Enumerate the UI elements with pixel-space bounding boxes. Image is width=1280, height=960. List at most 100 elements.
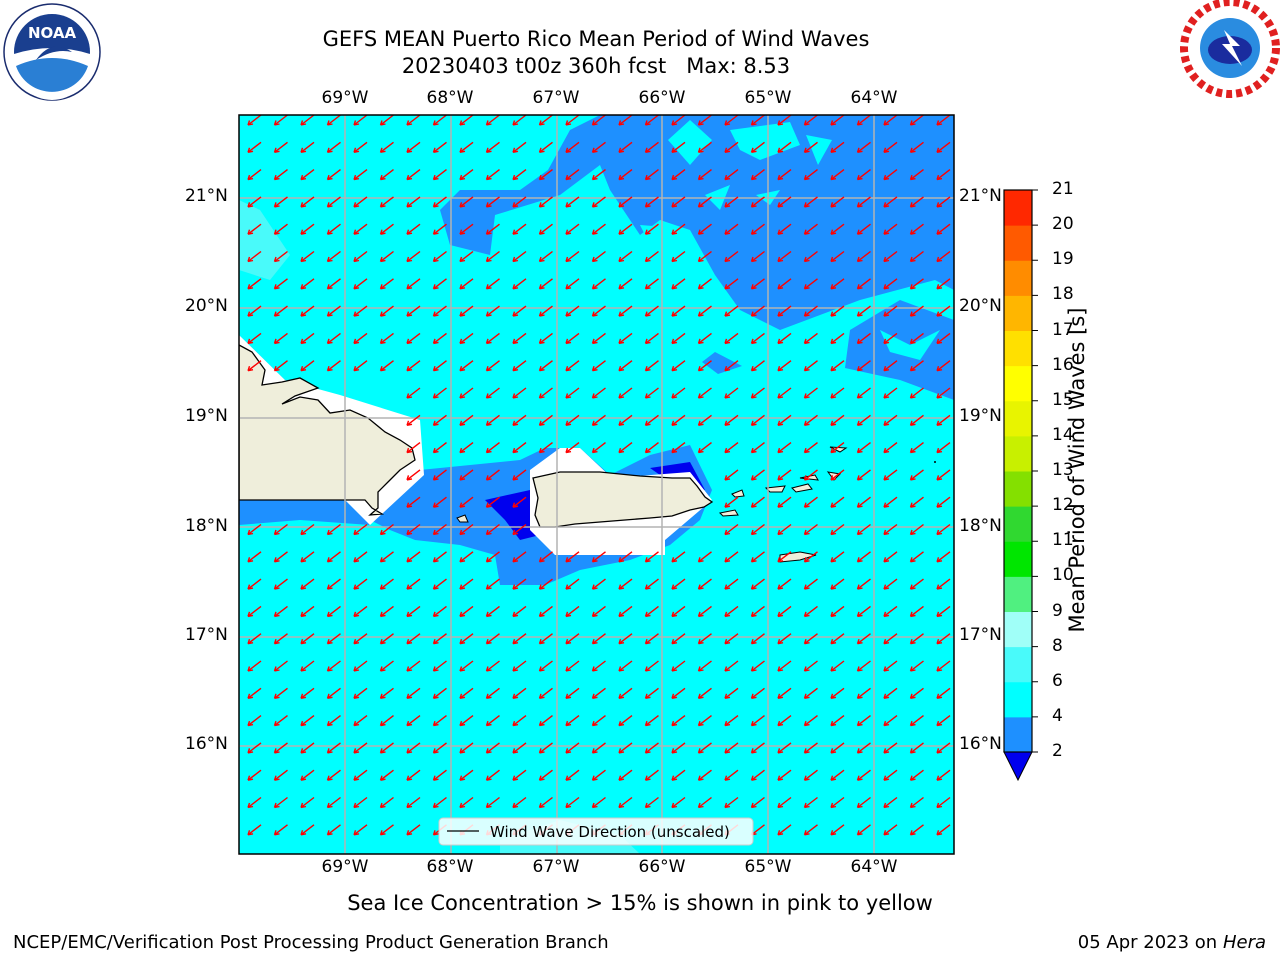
wind-wave-arrow (459, 360, 474, 372)
wind-wave-arrow (936, 551, 951, 563)
wind-wave-arrow (459, 442, 474, 454)
wind-wave-arrow (485, 250, 500, 263)
wind-wave-arrow (538, 278, 553, 290)
wind-wave-arrow (353, 115, 368, 126)
nws-logo (1180, 0, 1280, 98)
wind-wave-arrow (406, 605, 421, 618)
wind-wave-arrow (644, 196, 659, 208)
wind-wave-arrow (883, 824, 898, 836)
wind-wave-arrow (909, 305, 924, 317)
wind-wave-arrow (803, 442, 818, 454)
wind-wave-arrow (300, 824, 315, 836)
wind-wave-arrow (644, 796, 659, 809)
wind-wave-arrow (936, 523, 951, 536)
wind-wave-arrow (591, 769, 606, 781)
wind-wave-arrow (538, 605, 553, 618)
wind-wave-arrow (697, 687, 712, 699)
lat-label-right-20n: 20°N (959, 296, 1002, 316)
wind-wave-arrow (432, 278, 447, 290)
wind-wave-arrow (512, 141, 527, 153)
lat-label-left-16n: 16°N (185, 734, 228, 754)
wind-wave-arrow (830, 387, 845, 399)
wind-wave-arrow (777, 360, 792, 372)
wind-wave-arrow (247, 715, 262, 727)
wind-wave-arrow (750, 551, 765, 563)
wind-wave-arrow (883, 687, 898, 699)
wind-wave-arrow (432, 715, 447, 727)
wind-wave-arrow (406, 360, 421, 372)
wind-wave-arrow (406, 141, 421, 153)
wind-wave-arrow (618, 578, 633, 590)
wind-wave-arrow (883, 278, 898, 290)
colorbar-under-triangle (1003, 751, 1033, 782)
wind-wave-arrow (300, 141, 315, 153)
wind-wave-arrow (326, 223, 341, 235)
wind-wave-arrow (326, 169, 341, 181)
wind-wave-arrow (485, 196, 500, 208)
wind-wave-arrow (432, 387, 447, 399)
wind-wave-arrow (485, 769, 500, 781)
wind-wave-arrow (459, 578, 474, 590)
wind-wave-arrow (379, 141, 394, 153)
wind-wave-arrow (485, 578, 500, 590)
wind-wave-arrow (406, 223, 421, 235)
wind-wave-arrow (512, 742, 527, 754)
noaa-logo: NOAA (3, 3, 101, 101)
wind-wave-arrow (538, 414, 553, 426)
wind-wave-arrow (353, 551, 368, 563)
wind-wave-arrow (618, 605, 633, 618)
footer-machine: Hera (1222, 932, 1266, 953)
wind-wave-arrow (936, 633, 951, 645)
wind-wave-arrow (803, 278, 818, 290)
wind-wave-arrow (247, 605, 262, 618)
wind-wave-arrow (538, 250, 553, 263)
wind-wave-arrow (724, 278, 739, 290)
wind-wave-arrow (777, 115, 792, 126)
wind-wave-arrow (326, 715, 341, 727)
wind-wave-arrow (591, 715, 606, 727)
wind-wave-arrow (326, 332, 341, 345)
wind-wave-arrow (618, 742, 633, 754)
wind-wave-arrow (512, 223, 527, 235)
wind-wave-arrow (936, 496, 951, 508)
lon-label-bottom-65w: 65°W (744, 857, 792, 877)
colorbar-tick-label: 11 (1052, 530, 1074, 551)
wind-wave-arrow (326, 196, 341, 208)
wind-wave-arrow (353, 523, 368, 536)
lat-label-left-21n: 21°N (185, 186, 228, 206)
wind-wave-arrow (565, 305, 580, 317)
lon-label-top-69w: 69°W (321, 88, 369, 108)
wind-wave-arrow (565, 414, 580, 426)
wind-wave-arrow (485, 223, 500, 235)
wind-wave-arrow (300, 715, 315, 727)
wind-wave-arrow (459, 414, 474, 426)
wind-wave-arrow (830, 115, 845, 126)
wind-wave-arrow (644, 442, 659, 454)
wind-wave-arrow (326, 660, 341, 672)
wind-wave-arrow (485, 442, 500, 454)
wind-wave-arrow (644, 250, 659, 263)
wind-wave-arrow (406, 332, 421, 345)
colorbar-swatch (1004, 506, 1032, 542)
wind-wave-arrow (777, 442, 792, 454)
wind-wave-arrow (856, 469, 871, 481)
wind-wave-arrow (485, 496, 500, 508)
wind-wave-arrow (565, 250, 580, 263)
wind-wave-arrow (432, 196, 447, 208)
wind-wave-arrow (273, 742, 288, 754)
wind-wave-arrow (432, 442, 447, 454)
wind-wave-arrow (432, 633, 447, 645)
wind-wave-arrow (777, 551, 792, 563)
wind-wave-arrow (644, 551, 659, 563)
wind-wave-arrow (803, 223, 818, 235)
wind-wave-arrow (644, 141, 659, 153)
lat-label-right-18n: 18°N (959, 516, 1002, 536)
wind-wave-arrow (379, 742, 394, 754)
wind-wave-arrow (803, 605, 818, 618)
wind-wave-arrow (379, 660, 394, 672)
colorbar-tick-label: 15 (1052, 389, 1074, 410)
wind-wave-arrow (273, 715, 288, 727)
wind-wave-arrow (591, 442, 606, 454)
wind-wave-arrow (300, 660, 315, 672)
